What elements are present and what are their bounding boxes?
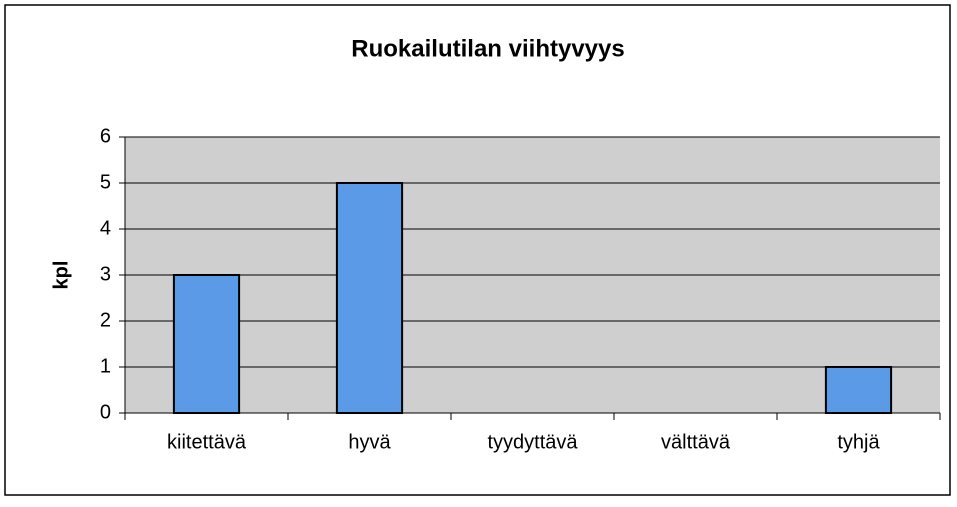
x-tick-label: välttävä xyxy=(661,431,731,453)
bar xyxy=(335,182,404,414)
bar xyxy=(172,274,241,414)
x-tick-label: kiitettävä xyxy=(167,431,247,453)
y-tick-label: 1 xyxy=(100,355,111,377)
y-tick-label: 4 xyxy=(100,217,111,239)
bar xyxy=(824,366,893,414)
y-axis-label: kpl xyxy=(50,261,72,290)
chart-title: Ruokailutilan viihtyvyys xyxy=(351,35,624,62)
y-tick-label: 6 xyxy=(100,125,111,147)
x-tick-label: hyvä xyxy=(348,431,391,453)
y-tick-label: 2 xyxy=(100,309,111,331)
y-tick-label: 5 xyxy=(100,171,111,193)
y-tick-label: 3 xyxy=(100,263,111,285)
y-tick-label: 0 xyxy=(100,401,111,423)
x-tick-label: tyydyttävä xyxy=(487,431,578,453)
x-tick-label: tyhjä xyxy=(837,431,880,453)
